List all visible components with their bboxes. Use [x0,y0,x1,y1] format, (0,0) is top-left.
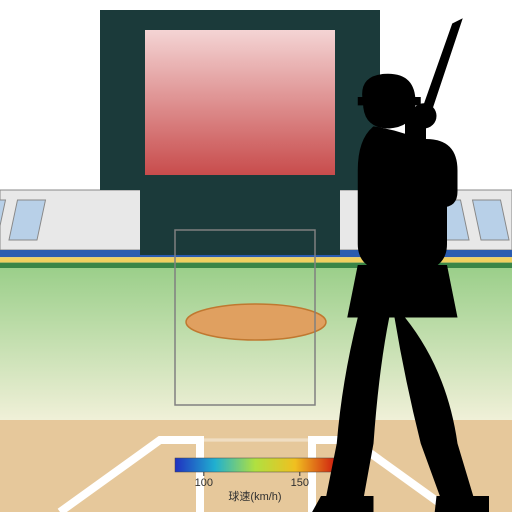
pitch-location-diagram: 100 150 球速(km/h) [0,0,512,512]
scoreboard-base [140,190,340,255]
pitchers-mound [186,304,326,340]
svg-text:100: 100 [195,477,213,489]
colorbar-label: 球速(km/h) [228,489,281,503]
svg-text:150: 150 [291,477,309,489]
scoreboard-screen [145,30,335,175]
